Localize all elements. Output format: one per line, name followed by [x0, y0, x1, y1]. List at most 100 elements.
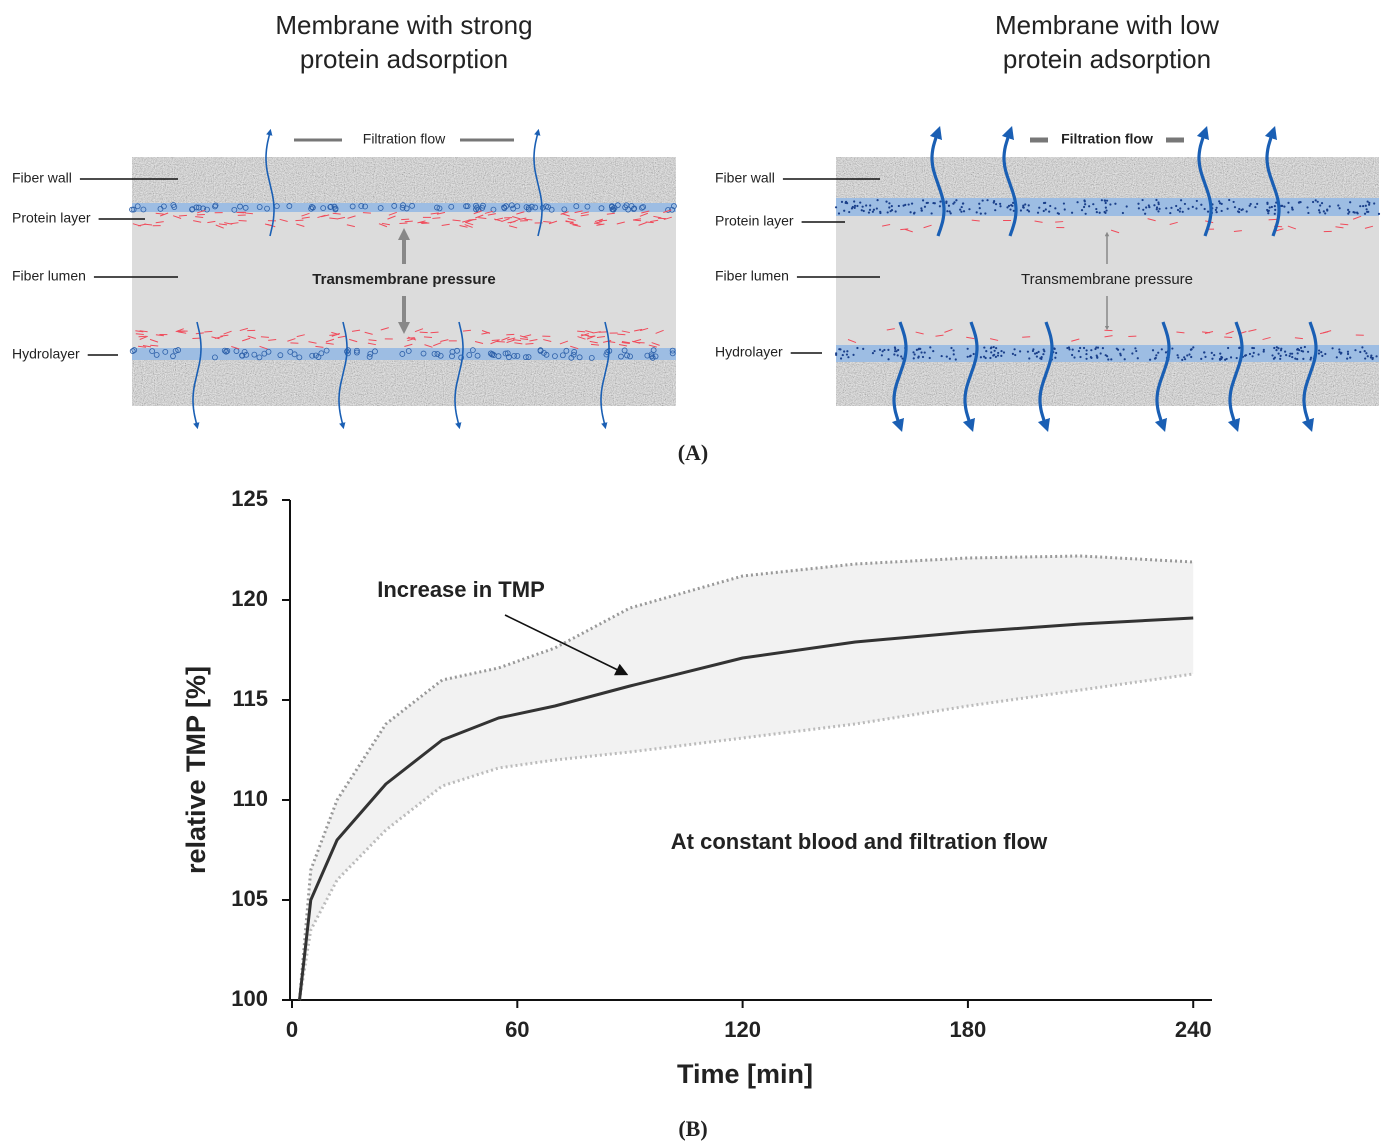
dot — [1027, 204, 1030, 207]
dot — [853, 204, 857, 207]
protein — [484, 210, 493, 214]
protein — [331, 331, 340, 336]
x-tick-label: 120 — [724, 1017, 761, 1042]
adsorbed-protein — [511, 352, 518, 359]
protein — [239, 327, 248, 332]
dot — [1283, 350, 1287, 353]
dot — [1318, 211, 1321, 214]
flow-arrow — [929, 125, 946, 237]
dot — [955, 199, 958, 202]
protein — [259, 345, 268, 350]
dot — [1137, 202, 1140, 205]
dot — [1070, 211, 1074, 214]
dot — [1363, 350, 1366, 353]
protein — [268, 338, 277, 341]
adsorbed-protein — [571, 349, 578, 355]
dot — [1348, 210, 1351, 213]
adsorbed-protein — [140, 206, 147, 213]
dot — [1077, 350, 1080, 353]
dot — [1309, 356, 1313, 359]
dot — [1291, 206, 1294, 209]
dot — [1088, 205, 1091, 208]
dot — [1181, 210, 1184, 213]
dot — [1055, 351, 1058, 355]
dot — [920, 207, 923, 210]
dot — [1012, 201, 1015, 205]
dot — [1101, 347, 1104, 350]
dot — [886, 211, 889, 214]
dot — [1291, 355, 1294, 359]
protein — [618, 344, 628, 347]
dot — [1044, 201, 1047, 204]
protein — [331, 332, 340, 337]
adsorbed-protein — [310, 204, 316, 211]
protein — [459, 225, 468, 228]
dot — [1042, 209, 1045, 213]
adsorbed-protein — [463, 203, 469, 210]
protein — [367, 342, 377, 346]
dot — [1177, 356, 1180, 359]
protein — [336, 216, 346, 220]
dot — [1062, 202, 1066, 205]
protein — [337, 335, 346, 339]
dot — [897, 204, 900, 208]
adsorbed-protein — [409, 202, 415, 209]
dot — [861, 205, 864, 208]
dot — [978, 207, 981, 210]
dot — [1178, 210, 1181, 213]
dot — [1262, 348, 1265, 352]
protein — [567, 218, 576, 221]
protein — [1262, 336, 1271, 341]
adsorbed-protein — [170, 202, 177, 208]
dot — [1273, 205, 1276, 208]
range-band — [299, 556, 1194, 1000]
dot — [1048, 210, 1051, 213]
dot — [972, 352, 975, 356]
dot — [928, 356, 931, 360]
dot — [1322, 210, 1325, 213]
protein — [1233, 230, 1242, 232]
dot — [844, 201, 847, 205]
dot — [1268, 206, 1271, 209]
dot — [1100, 199, 1103, 202]
dot — [1119, 354, 1122, 357]
dot — [1279, 354, 1282, 357]
dot — [1079, 355, 1082, 359]
x-tick-label: 180 — [950, 1017, 987, 1042]
dot — [865, 204, 868, 207]
adsorbed-protein — [502, 350, 509, 357]
dot — [1299, 346, 1303, 349]
dot — [1371, 357, 1374, 361]
dot — [1027, 210, 1031, 213]
dot — [888, 206, 891, 209]
dot — [1335, 356, 1338, 359]
dot — [1157, 203, 1160, 206]
dot — [1267, 212, 1270, 215]
protein — [520, 338, 529, 341]
dot — [1316, 200, 1319, 203]
protein — [639, 212, 649, 217]
protein — [364, 331, 373, 335]
adsorbed-protein — [537, 348, 544, 354]
adsorbed-protein — [400, 202, 406, 209]
protein — [260, 336, 269, 338]
protein — [1204, 330, 1214, 334]
dot — [1275, 349, 1278, 352]
adsorbed-protein — [212, 354, 218, 361]
protein — [317, 214, 326, 219]
protein — [464, 224, 473, 228]
dot — [1206, 210, 1210, 213]
dot — [856, 346, 859, 350]
protein — [663, 209, 672, 214]
adsorbed-protein — [561, 206, 568, 213]
dot — [1281, 204, 1284, 208]
dot — [1158, 207, 1161, 210]
dot — [1307, 211, 1310, 215]
dot — [1195, 207, 1198, 210]
dot — [999, 202, 1002, 205]
adsorbed-protein — [131, 347, 138, 353]
dot — [1232, 200, 1235, 204]
dot — [910, 202, 914, 205]
dot — [860, 209, 863, 212]
dot — [1240, 208, 1243, 212]
